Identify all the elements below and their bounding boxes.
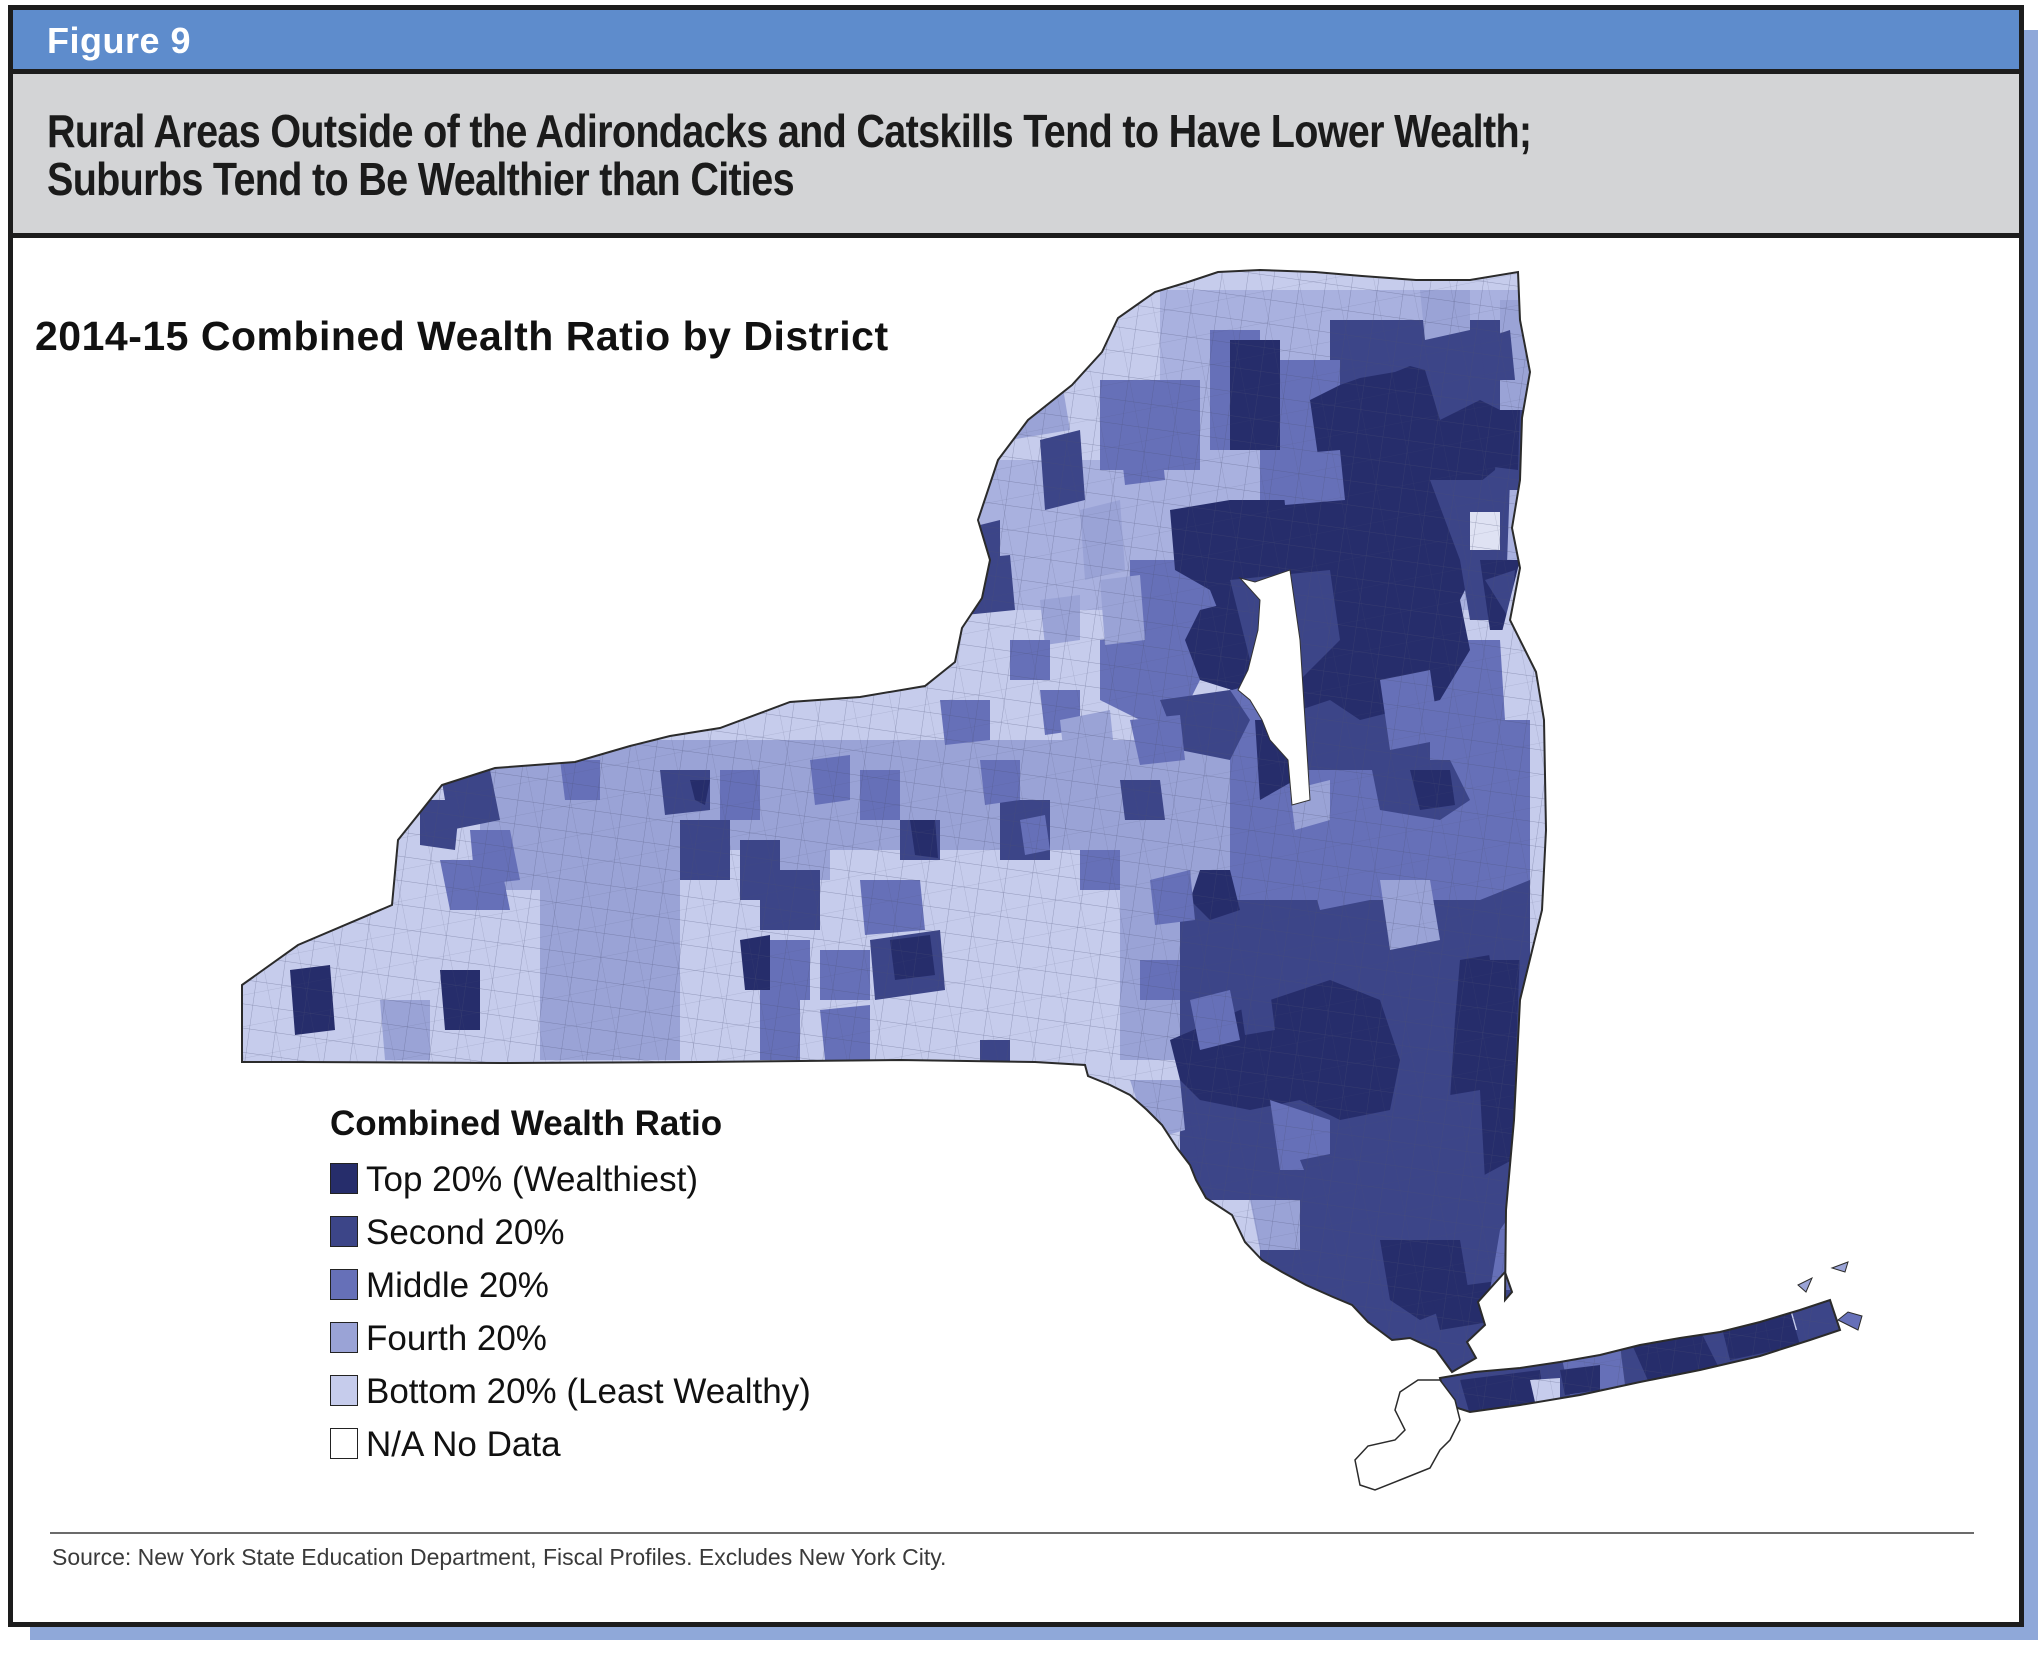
figure-title-line-1: Rural Areas Outside of the Adirondacks a… (47, 105, 1532, 157)
figure-title-line-2: Suburbs Tend to Be Wealthier than Cities (47, 153, 795, 205)
map-subtitle: 2014-15 Combined Wealth Ratio by Distric… (35, 313, 889, 359)
figure-label-bar: Figure 9 (13, 10, 2019, 74)
frame-shadow-right (2024, 30, 2038, 1640)
figure-label: Figure 9 (47, 20, 192, 61)
island-fragment (1837, 1311, 1863, 1331)
footer-rule (50, 1532, 1974, 1534)
new-york-city-area (1354, 1379, 1461, 1491)
frame-shadow-bottom (30, 1627, 2038, 1640)
legend-swatch (330, 1375, 358, 1406)
legend-title: Combined Wealth Ratio (330, 1104, 723, 1143)
legend-label: Top 20% (Wealthiest) (366, 1160, 699, 1199)
legend-swatch (330, 1163, 358, 1194)
figure-title-bar: Rural Areas Outside of the Adirondacks a… (13, 74, 2019, 238)
legend-label: N/A No Data (366, 1425, 561, 1464)
legend-label: Middle 20% (366, 1266, 549, 1305)
island-fragment (1797, 1276, 1813, 1293)
island-fragment (1830, 1261, 1849, 1273)
legend-label: Second 20% (366, 1213, 565, 1252)
legend-swatch (330, 1269, 358, 1300)
legend-label: Fourth 20% (366, 1319, 547, 1358)
no-data-area (1237, 569, 1311, 806)
source-note: Source: New York State Education Departm… (52, 1544, 947, 1570)
legend-label: Bottom 20% (Least Wealthy) (366, 1372, 811, 1411)
legend-swatch (330, 1428, 358, 1459)
legend-swatch (330, 1322, 358, 1353)
legend-swatch (330, 1216, 358, 1247)
